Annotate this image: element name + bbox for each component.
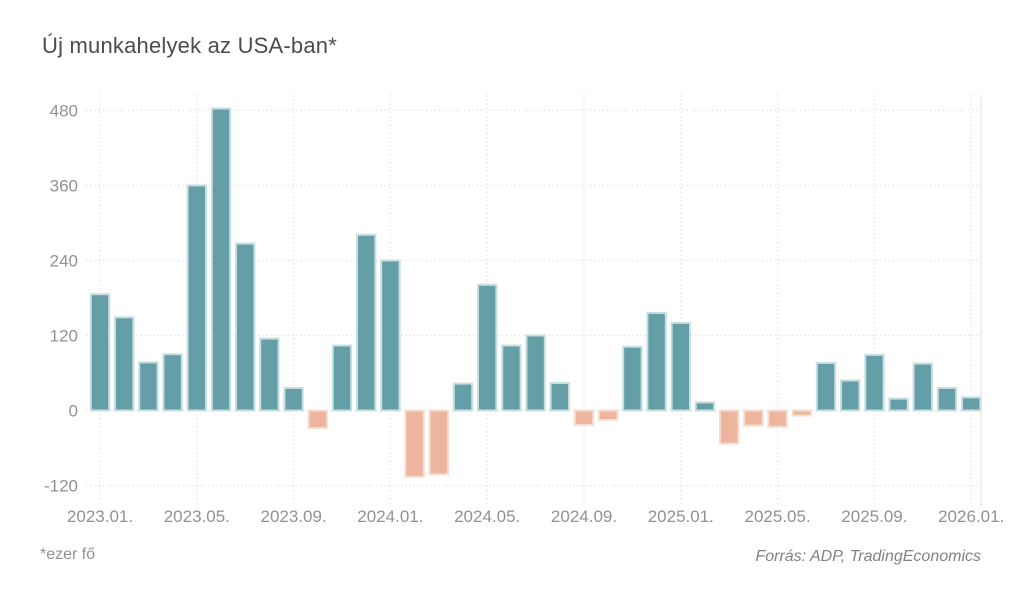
bar-2025-06 bbox=[791, 409, 812, 417]
bar-2023-10 bbox=[307, 409, 329, 430]
bar-2024-10 bbox=[598, 409, 619, 421]
y-tick-label: -120 bbox=[44, 477, 78, 496]
bar-2025-10 bbox=[888, 397, 909, 412]
bar-2025-09 bbox=[864, 353, 885, 412]
bar-2023-12 bbox=[356, 233, 377, 412]
x-tick-label: 2023.05. bbox=[164, 507, 230, 526]
y-tick-label: 480 bbox=[50, 101, 78, 120]
bar-2024-09 bbox=[573, 409, 595, 426]
bar-2024-05 bbox=[477, 283, 498, 412]
bar-2024-06 bbox=[501, 344, 522, 412]
bar-2025-12 bbox=[936, 386, 958, 412]
bar-2023-03 bbox=[138, 361, 159, 412]
y-tick-label: 120 bbox=[50, 326, 78, 345]
bar-2023-09 bbox=[283, 386, 304, 412]
bar-2023-04 bbox=[162, 353, 183, 412]
x-tick-label: 2023.01. bbox=[67, 507, 133, 526]
bar-2023-08 bbox=[259, 337, 280, 412]
bar-2024-01 bbox=[380, 259, 401, 412]
bar-2024-07 bbox=[525, 334, 546, 412]
bar-2026-01 bbox=[961, 396, 982, 412]
bar-2025-11 bbox=[912, 362, 933, 412]
y-tick-label: 0 bbox=[69, 402, 78, 421]
bar-2023-02 bbox=[114, 316, 135, 412]
bar-2023-07 bbox=[235, 242, 256, 412]
bar-2024-08 bbox=[549, 381, 570, 412]
bar-2023-01 bbox=[89, 293, 111, 412]
y-tick-label: 240 bbox=[50, 251, 78, 270]
x-tick-label: 2024.01. bbox=[357, 507, 423, 526]
x-tick-label: 2025.09. bbox=[841, 507, 907, 526]
x-tick-label: 2026.01. bbox=[938, 507, 1004, 526]
y-tick-label: 360 bbox=[50, 176, 78, 195]
x-tick-label: 2024.09. bbox=[551, 507, 617, 526]
x-tick-label: 2023.09. bbox=[261, 507, 327, 526]
bar-2024-12 bbox=[646, 311, 667, 412]
bar-2025-05 bbox=[767, 409, 788, 428]
x-tick-label: 2025.05. bbox=[745, 507, 811, 526]
bar-2025-01 bbox=[670, 321, 691, 412]
x-tick-label: 2025.01. bbox=[648, 507, 714, 526]
bar-2024-04 bbox=[452, 382, 474, 412]
x-tick-label: 2024.05. bbox=[454, 507, 520, 526]
bar-2024-03 bbox=[428, 409, 450, 476]
bar-2025-08 bbox=[840, 379, 861, 412]
bar-2023-05 bbox=[186, 184, 208, 412]
chart-source: Forrás: ADP, TradingEconomics bbox=[755, 548, 981, 565]
bar-2024-02 bbox=[404, 409, 425, 478]
chart-footnote: *ezer fő bbox=[40, 546, 96, 563]
bar-2025-03 bbox=[719, 409, 740, 445]
bar-2025-07 bbox=[815, 361, 837, 412]
bar-2025-02 bbox=[694, 401, 716, 412]
bar-2025-04 bbox=[743, 409, 764, 427]
bar-2023-11 bbox=[331, 344, 353, 412]
bar-2023-06 bbox=[210, 107, 232, 412]
bar-2024-11 bbox=[622, 345, 643, 412]
chart-title: Új munkahelyek az USA-ban* bbox=[42, 33, 338, 58]
